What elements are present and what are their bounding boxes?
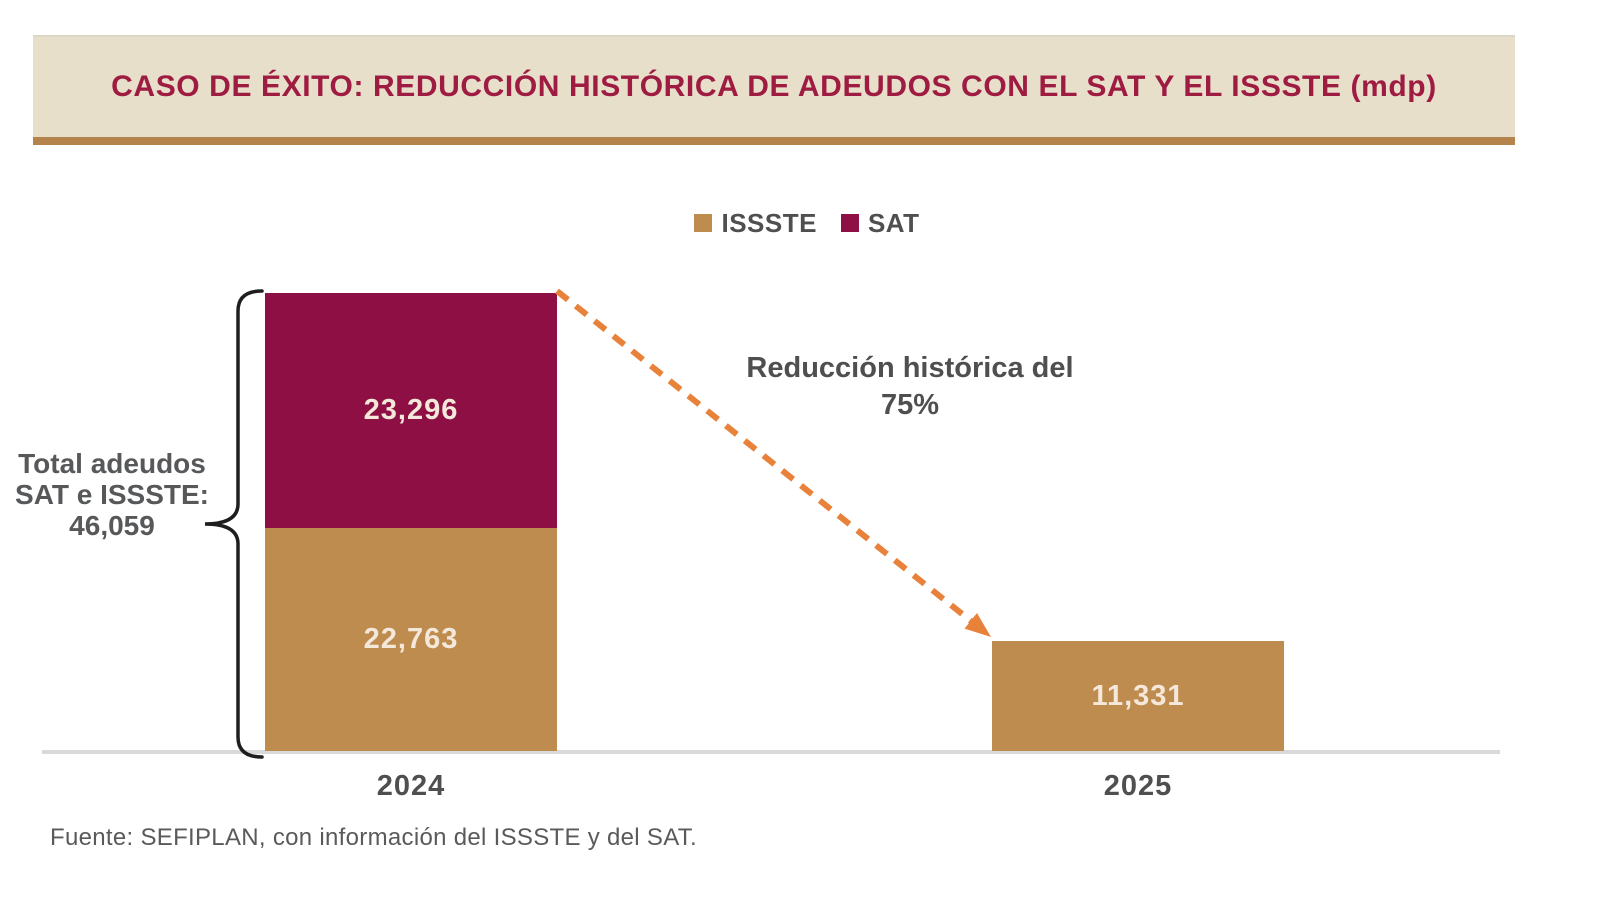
bar-2024-sat-segment: 23,296 [265, 293, 557, 528]
chart-title: CASO DE ÉXITO: REDUCCIÓN HISTÓRICA DE AD… [111, 70, 1437, 103]
legend: ISSSTE SAT [0, 208, 1600, 238]
bar-2024: 23,296 22,763 [265, 293, 557, 751]
bar-2024-sat-value: 23,296 [363, 394, 459, 426]
x-label-2025: 2025 [1103, 770, 1173, 802]
source-note: Fuente: SEFIPLAN, con información del IS… [50, 824, 698, 851]
title-banner: CASO DE ÉXITO: REDUCCIÓN HISTÓRICA DE AD… [33, 35, 1515, 145]
total-brace-bracket [204, 289, 264, 759]
bar-2024-issste-segment: 22,763 [265, 528, 557, 751]
total-annotation-value: 46,059 [69, 510, 155, 541]
arrowhead-icon [964, 613, 991, 637]
bar-2024-issste-value: 22,763 [363, 623, 459, 655]
sat-swatch-icon [840, 214, 859, 232]
bar-2025: 11,331 [992, 641, 1284, 751]
issste-swatch-icon [694, 214, 713, 232]
legend-label-issste: ISSSTE [721, 207, 817, 238]
bar-2025-issste-value: 11,331 [1091, 679, 1185, 712]
total-annotation-line2: SAT e ISSSTE: [15, 479, 209, 510]
total-annotation-line1: Total adeudos [18, 448, 206, 479]
legend-label-sat: SAT [867, 207, 920, 238]
x-label-2024: 2024 [376, 770, 446, 802]
legend-item-issste: ISSSTE [694, 208, 816, 239]
legend-item-sat: SAT [840, 207, 920, 239]
reduction-annotation-line1: Reducción histórica del [746, 352, 1074, 384]
reduction-arrow [555, 288, 991, 637]
total-annotation: Total adeudos SAT e ISSSTE: 46,059 [10, 448, 214, 541]
reduction-annotation: Reducción histórica del 75% [700, 350, 1120, 424]
x-axis-line [42, 750, 1500, 754]
bar-2025-issste-segment: 11,331 [992, 641, 1284, 751]
reduction-annotation-value: 75% [880, 389, 940, 421]
